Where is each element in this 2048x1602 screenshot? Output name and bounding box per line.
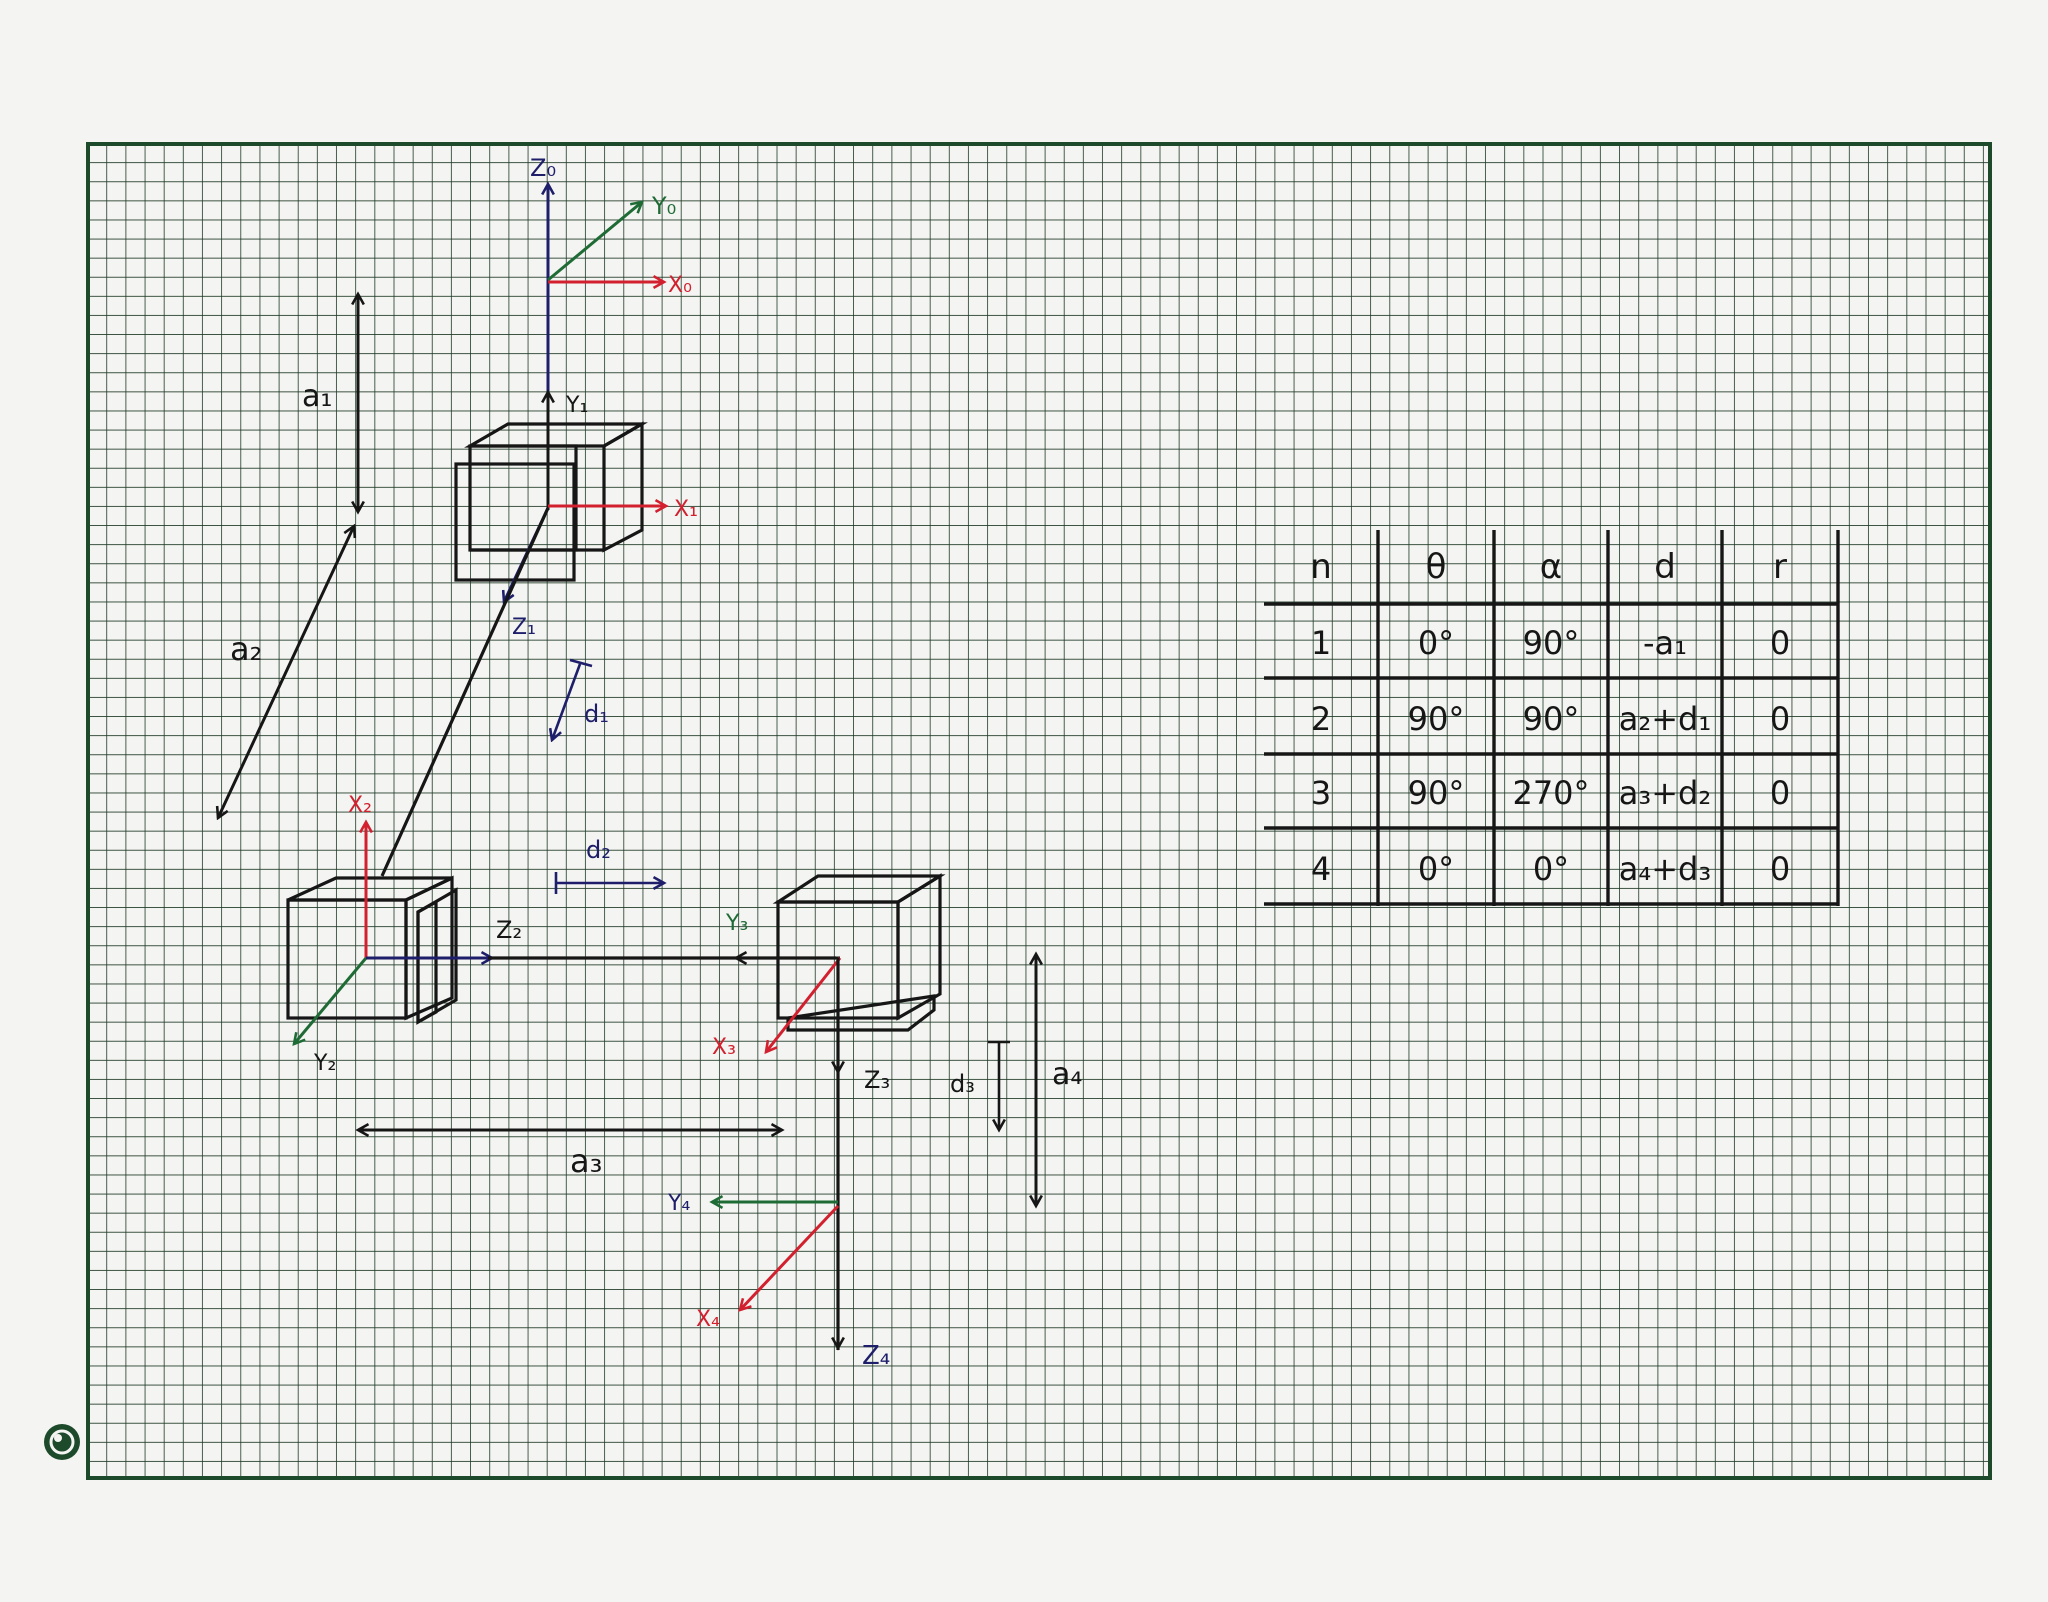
x3-axis — [766, 957, 842, 1052]
dh-cell: 0 — [1770, 700, 1790, 738]
dh-cell: 0° — [1418, 850, 1454, 888]
frame-0: Z₀ Y₀ X₀ — [530, 154, 692, 394]
joint-2-cube — [286, 875, 458, 1025]
y4-label: Y₄ — [667, 1191, 690, 1216]
dh-cell: 0 — [1770, 624, 1790, 662]
dh-header-theta: θ — [1426, 547, 1447, 587]
y3-label: Y₃ — [725, 911, 748, 936]
dh-cell: 90° — [1408, 700, 1465, 738]
x3-label: X₃ — [712, 1035, 736, 1060]
joint-1-cube — [454, 421, 648, 582]
d2-label: d₂ — [586, 836, 611, 864]
frame-4: Y₄ X₄ Z₄ — [667, 1191, 890, 1371]
z2-label: Z₂ — [496, 916, 522, 944]
dh-cell: 90° — [1408, 774, 1465, 812]
dh-cell: a₄+d₃ — [1619, 850, 1711, 888]
dh-cell: a₂+d₁ — [1619, 700, 1711, 738]
dh-cell: 4 — [1311, 850, 1331, 888]
frame-2: X₂ Y₂ Z₂ — [294, 793, 522, 1076]
x1-label: X₁ — [674, 497, 698, 522]
d1-tick — [569, 658, 593, 668]
dh-cell: 270° — [1512, 774, 1589, 812]
a2-dimension-arrow — [218, 526, 354, 818]
x2-label: X₂ — [348, 793, 372, 818]
dh-cell: 1 — [1311, 624, 1331, 662]
dh-cell: 0° — [1533, 850, 1569, 888]
dh-cell: 90° — [1523, 624, 1580, 662]
graph-paper-frame — [86, 142, 1992, 1480]
link-1-2 — [380, 507, 550, 877]
y2-axis — [294, 957, 368, 1044]
d3-label: d₃ — [950, 1070, 975, 1098]
dh-cell: 2 — [1311, 700, 1331, 738]
a1-label: a₁ — [302, 379, 332, 414]
z1-label: Z₁ — [512, 615, 536, 640]
graph-paper-grid — [88, 144, 1990, 1478]
dh-cell: a₃+d₂ — [1619, 774, 1711, 812]
dh-table: n θ α d r 1 0° 90° -a₁ 0 2 90° 90° a₂+d₁… — [1264, 530, 1840, 906]
a4-label: a₄ — [1052, 1057, 1082, 1092]
dh-header-r: r — [1773, 547, 1787, 587]
x4-label: X₄ — [696, 1307, 720, 1332]
a2-label: a₂ — [230, 630, 262, 668]
y0-axis — [547, 202, 642, 282]
d1-label: d₁ — [584, 700, 609, 728]
a3-label: a₃ — [570, 1142, 602, 1180]
dh-cell: 0 — [1770, 774, 1790, 812]
x0-label: X₀ — [668, 273, 692, 298]
dh-header-alpha: α — [1540, 547, 1562, 587]
dh-header-d: d — [1654, 547, 1676, 587]
d1-arrow — [552, 663, 582, 740]
dh-cell: 90° — [1523, 700, 1580, 738]
x4-axis — [740, 1204, 840, 1310]
y1-label: Y₁ — [565, 393, 588, 418]
z0-label: Z₀ — [530, 154, 556, 182]
dh-header-n: n — [1310, 547, 1332, 587]
z4-label: Z₄ — [862, 1341, 890, 1371]
dh-cell: 0° — [1418, 624, 1454, 662]
dh-cell: -a₁ — [1643, 624, 1687, 662]
dh-cell: 0 — [1770, 850, 1790, 888]
joint-3-cube — [772, 873, 946, 1032]
dh-cell: 3 — [1311, 774, 1331, 812]
brand-logo-icon — [44, 1424, 80, 1460]
z3-label: Z₃ — [864, 1066, 890, 1094]
y0-label: Y₀ — [651, 192, 676, 220]
y2-label: Y₂ — [313, 1051, 336, 1076]
